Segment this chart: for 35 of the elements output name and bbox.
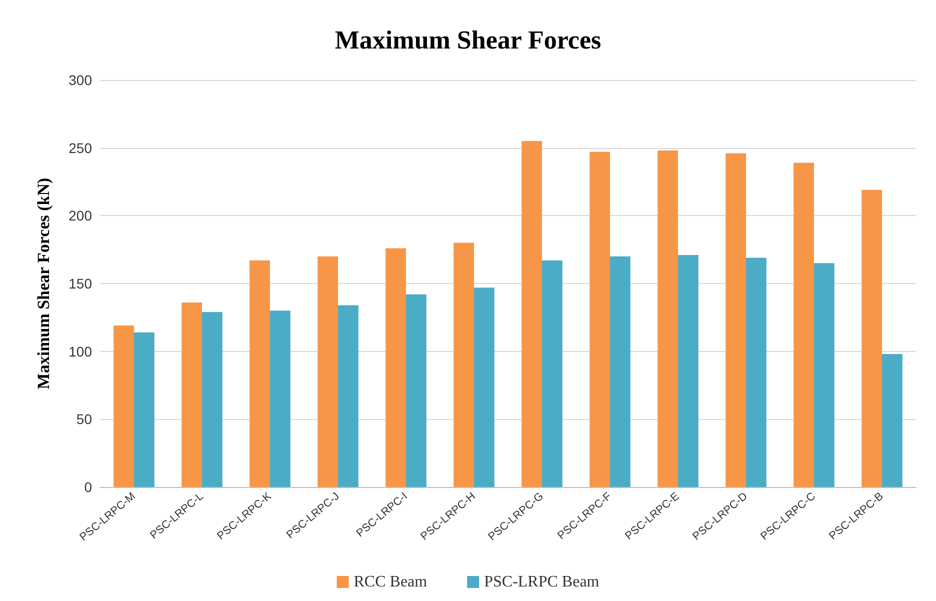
y-tick-label: 250: [68, 140, 92, 156]
bar: [338, 305, 358, 487]
y-axis-title: Maximum Shear Forces (kN): [34, 178, 53, 390]
y-tick-label: 100: [68, 343, 92, 360]
bar: [814, 263, 834, 487]
y-tick-label: 50: [76, 411, 92, 428]
y-tick-label: 300: [68, 72, 92, 88]
bar: [182, 302, 202, 487]
bar: [474, 288, 494, 487]
bar: [318, 256, 338, 487]
bar: [202, 312, 222, 487]
chart-title: Maximum Shear Forces: [334, 26, 602, 54]
bar: [726, 153, 746, 487]
bar: [678, 255, 698, 487]
bar: [250, 260, 270, 487]
legend-label: PSC-LRPC Beam: [484, 574, 600, 590]
bar: [454, 242, 474, 487]
y-tick-label: 200: [68, 208, 92, 224]
bar: [658, 150, 678, 487]
bar: [542, 260, 562, 487]
bar: [794, 162, 814, 487]
bar: [114, 326, 134, 487]
bar: [746, 258, 766, 487]
bar: [522, 141, 542, 487]
y-tick-label: 0: [84, 479, 92, 495]
bar: [134, 332, 154, 487]
bar: [406, 294, 426, 487]
bar: [270, 310, 290, 487]
bar: [882, 354, 902, 487]
bar: [610, 256, 630, 487]
legend-label: RCC Beam: [354, 574, 428, 590]
bar: [862, 190, 882, 487]
bar: [590, 152, 610, 487]
y-tick-label: 150: [68, 276, 92, 292]
bar: [386, 248, 406, 487]
